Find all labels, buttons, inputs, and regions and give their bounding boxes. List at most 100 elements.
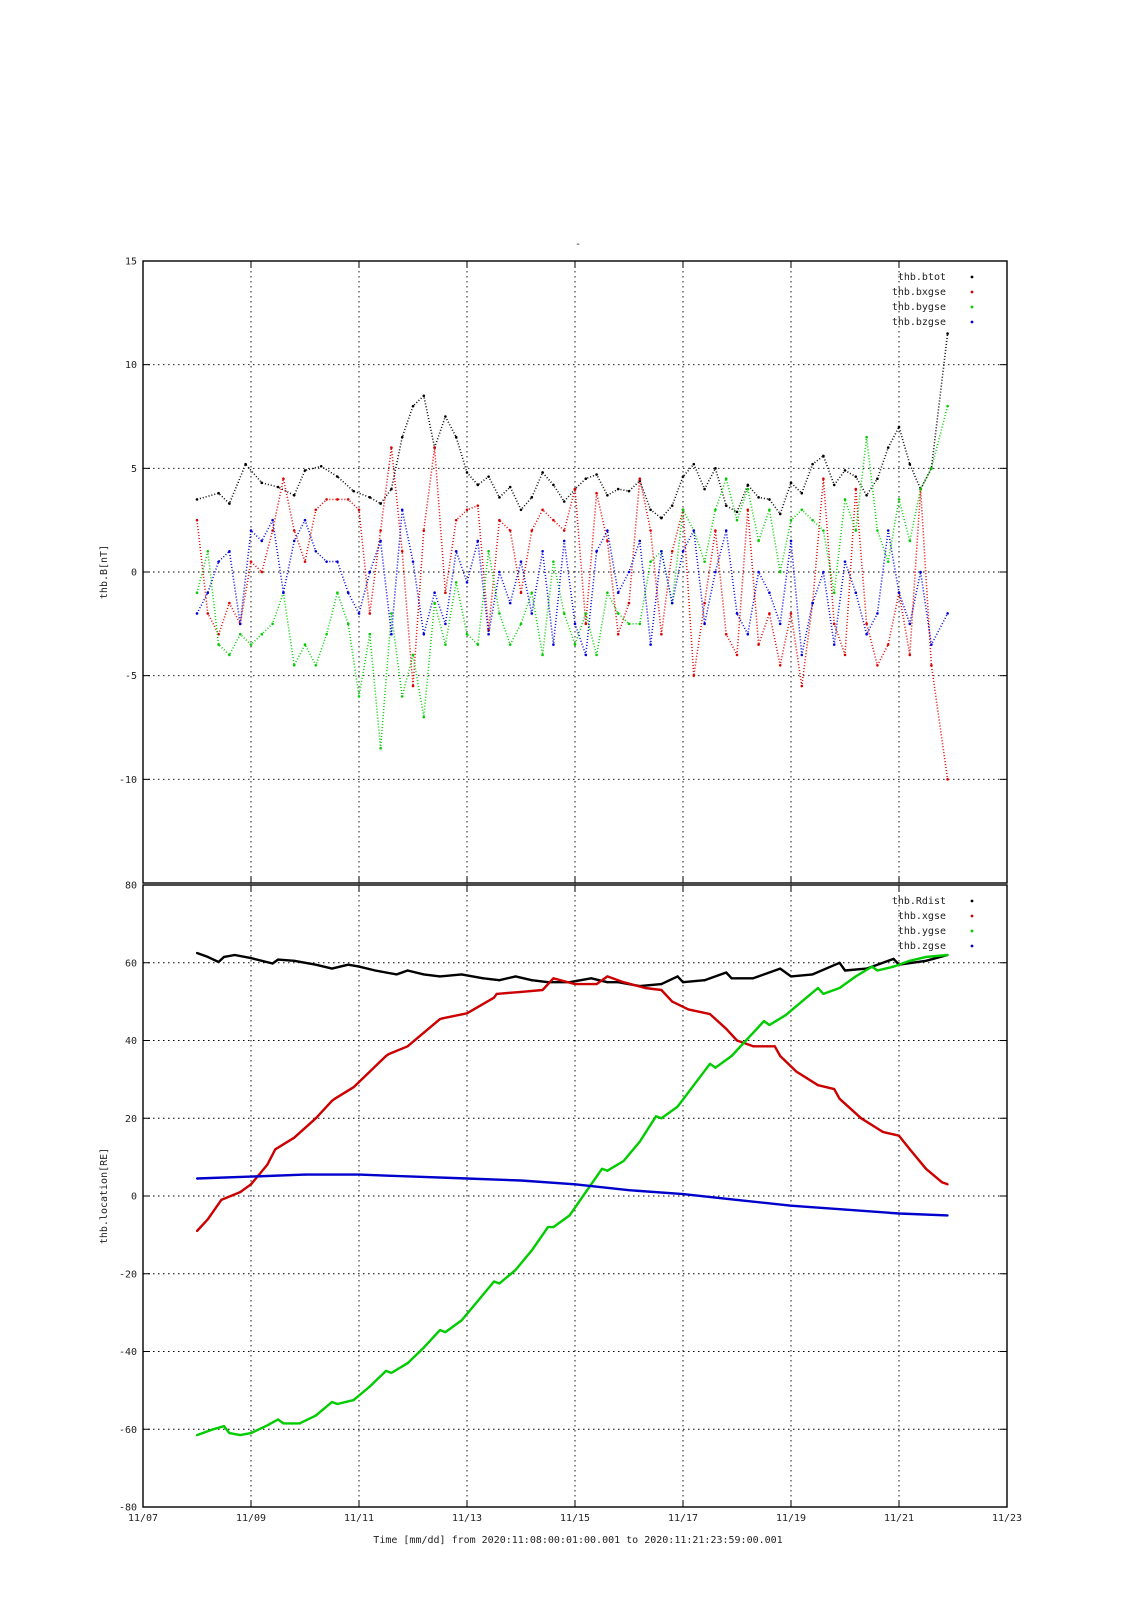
data-point-thb-bzgse (897, 591, 901, 595)
series-thb-ygse (196, 953, 948, 1437)
data-point-thb-btot (789, 481, 793, 485)
data-point-thb-bzgse (703, 622, 706, 626)
data-point-thb-bxgse (832, 622, 836, 626)
data-point-thb-ygse (714, 1066, 717, 1069)
legend-label: thb.bzgse (892, 317, 946, 328)
data-point-thb-bzgse (454, 549, 458, 553)
data-point-thb-bygse (746, 487, 750, 491)
data-point-thb-Rdist (422, 973, 425, 976)
data-point-thb-btot (735, 510, 739, 514)
data-point-thb-bygse (508, 643, 512, 646)
data-point-thb-bzgse (238, 622, 242, 626)
data-point-thb-Rdist (206, 955, 209, 959)
data-point-thb-zgse (465, 1177, 469, 1180)
data-point-thb-bygse (487, 549, 490, 553)
data-point-thb-bygse (465, 632, 469, 636)
data-point-thb-btot (843, 469, 847, 472)
data-point-thb-Rdist (676, 975, 679, 978)
data-point-thb-ygse (368, 1385, 371, 1388)
data-point-thb-bxgse (346, 498, 350, 501)
data-point-thb-xgse (606, 975, 609, 978)
data-point-thb-bzgse (724, 529, 728, 532)
data-point-thb-bygse (454, 581, 458, 584)
data-point-thb-bzgse (660, 549, 663, 553)
series-thb-bxgse (196, 446, 949, 780)
data-point-thb-bxgse (206, 612, 210, 615)
data-point-thb-ygse (584, 1191, 587, 1194)
data-point-thb-bygse (325, 632, 328, 636)
legend-label: thb.bxgse (892, 287, 946, 298)
data-point-thb-bzgse (346, 591, 350, 595)
data-point-thb-btot (606, 493, 609, 497)
data-point-thb-xgse (314, 1117, 317, 1120)
data-point-thb-ygse (444, 1330, 447, 1334)
data-point-thb-Rdist (271, 962, 274, 965)
data-point-thb-bygse (897, 498, 901, 501)
data-point-thb-bygse (206, 549, 210, 553)
data-point-thb-bzgse (800, 653, 804, 657)
data-point-thb-zgse (843, 1208, 847, 1211)
data-point-thb-bxgse (325, 498, 328, 501)
data-point-thb-bxgse (433, 446, 436, 449)
y-tick-label: 0 (131, 1192, 137, 1203)
data-point-thb-bygse (703, 560, 706, 563)
y-tick-label: -5 (125, 671, 137, 682)
data-point-thb-xgse (908, 1148, 911, 1151)
data-point-thb-bzgse (562, 539, 566, 543)
data-point-thb-btot (908, 462, 912, 466)
data-point-thb-btot (562, 500, 566, 503)
data-point-thb-btot (319, 464, 323, 468)
data-point-thb-bygse (217, 643, 220, 646)
data-point-thb-ygse (438, 1329, 442, 1332)
data-point-thb-bxgse (746, 508, 750, 512)
data-point-thb-btot (244, 462, 247, 466)
data-point-thb-Rdist (347, 963, 350, 966)
location-panel: 80 60 40 20 0 -20 -40 -60 -80 thb.location[RE] thb… (99, 881, 1022, 1525)
data-point-thb-Rdist (195, 951, 199, 955)
data-point-thb-bxgse (422, 529, 426, 532)
data-point-thb-bxgse (908, 653, 912, 657)
data-point-thb-ygse (654, 1115, 658, 1118)
data-point-thb-ygse (384, 1369, 388, 1373)
data-point-thb-bygse (552, 560, 555, 563)
data-point-thb-bxgse (476, 504, 480, 507)
data-point-thb-bxgse (584, 622, 588, 626)
data-point-thb-btot (276, 485, 280, 489)
data-point-thb-xgse (492, 996, 496, 999)
data-point-thb-xgse (368, 1070, 371, 1073)
data-point-thb-bzgse (228, 549, 231, 553)
data-point-thb-bygse (616, 612, 620, 615)
data-point-thb-Rdist (811, 973, 814, 976)
data-point-thb-btot (465, 471, 469, 474)
data-point-thb-bzgse (249, 529, 253, 532)
data-point-thb-bxgse (552, 518, 555, 522)
data-point-thb-btot (649, 508, 652, 512)
data-point-thb-btot (800, 491, 804, 495)
data-point-thb-btot (352, 489, 355, 493)
data-point-thb-ygse (870, 965, 874, 968)
data-point-thb-bygse (303, 643, 307, 646)
data-point-thb-bzgse (854, 591, 858, 595)
data-point-thb-bygse (249, 643, 253, 646)
data-point-thb-zgse (946, 1214, 949, 1217)
data-point-thb-xgse (838, 1097, 841, 1100)
data-point-thb-bygse (930, 467, 933, 470)
data-point-thb-bxgse (444, 591, 447, 595)
data-point-thb-bygse (757, 539, 760, 543)
data-point-thb-xgse (795, 1070, 798, 1073)
legend-label: thb.zgse (898, 941, 946, 952)
plot-frame (142, 260, 1008, 884)
data-point-thb-Rdist (406, 969, 409, 972)
series-thb-Rdist (196, 951, 948, 988)
data-point-thb-Rdist (233, 953, 236, 957)
y-axis-label: thb.location[RE] (99, 1148, 110, 1244)
data-point-thb-xgse (441, 1017, 444, 1020)
data-point-thb-btot (476, 483, 480, 487)
data-point-thb-xgse (387, 1053, 390, 1056)
data-point-thb-btot (822, 454, 825, 458)
data-point-thb-xgse (274, 1148, 277, 1151)
data-point-thb-xgse (897, 1134, 901, 1137)
data-point-thb-bygse (714, 508, 717, 512)
data-point-thb-bygse (789, 518, 793, 522)
data-point-thb-btot (508, 485, 512, 489)
